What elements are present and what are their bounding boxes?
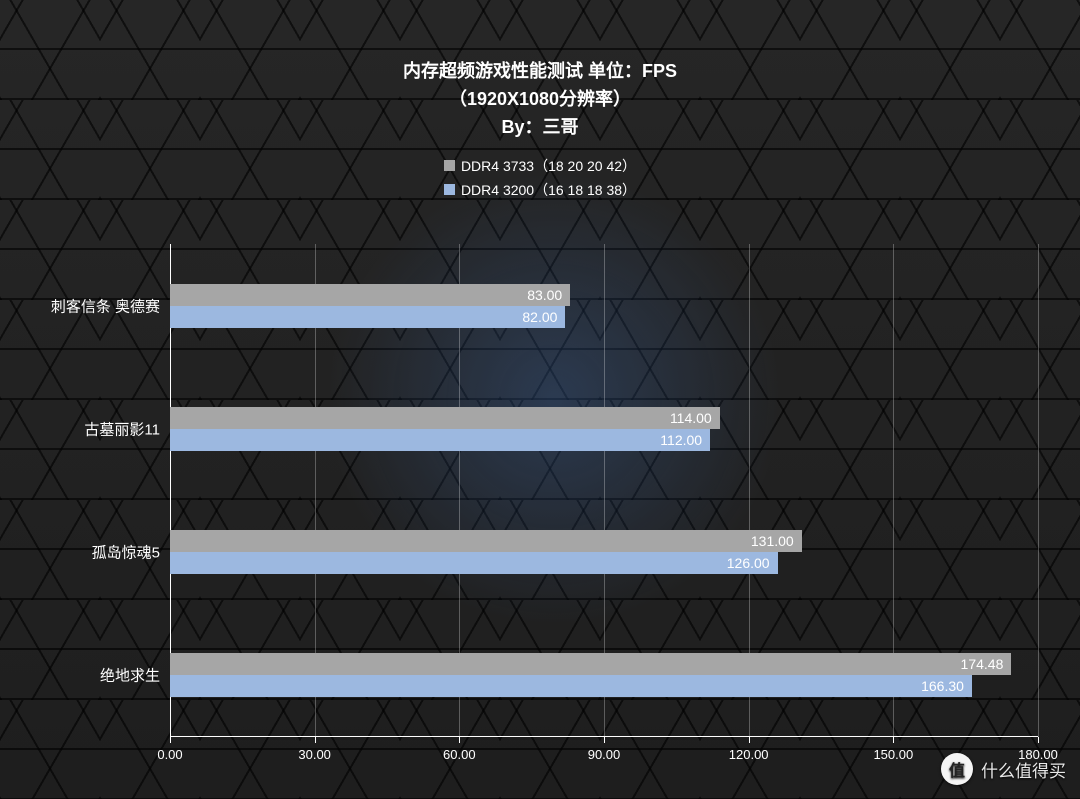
x-tick xyxy=(170,737,171,743)
category-group: 绝地求生174.48166.30 xyxy=(170,614,1038,737)
x-tick xyxy=(604,737,605,743)
legend-swatch-2 xyxy=(444,184,455,195)
category-label: 绝地求生 xyxy=(100,665,170,686)
category-label: 古墓丽影11 xyxy=(84,418,170,439)
legend-label-2: DDR4 3200（16 18 18 38） xyxy=(461,180,636,200)
x-tick-label: 90.00 xyxy=(588,747,621,762)
chart-title-line-2: （1920X1080分辨率） xyxy=(20,86,1060,114)
bar: 112.00 xyxy=(170,429,710,451)
x-tick xyxy=(749,737,750,743)
bar: 126.00 xyxy=(170,552,778,574)
watermark: 值 什么值得买 xyxy=(941,753,1066,785)
legend-label-1: DDR4 3733（18 20 20 42） xyxy=(461,156,636,176)
bars-container: 刺客信条 奥德赛83.0082.00古墓丽影11114.00112.00孤岛惊魂… xyxy=(170,244,1038,737)
chart-legend: DDR4 3733（18 20 20 42） DDR4 3200（16 18 1… xyxy=(20,156,1060,200)
x-tick xyxy=(893,737,894,743)
x-tick xyxy=(1038,737,1039,743)
bar: 131.00 xyxy=(170,530,802,552)
watermark-badge: 值 xyxy=(941,753,973,785)
gridline xyxy=(1038,244,1039,737)
category-label: 刺客信条 奥德赛 xyxy=(51,295,170,316)
chart-title-line-3: By：三哥 xyxy=(20,114,1060,142)
x-tick-label: 30.00 xyxy=(298,747,331,762)
bar: 82.00 xyxy=(170,306,565,328)
bar: 166.30 xyxy=(170,675,972,697)
bar: 83.00 xyxy=(170,284,570,306)
x-tick-label: 120.00 xyxy=(729,747,769,762)
x-tick xyxy=(315,737,316,743)
legend-item-1: DDR4 3733（18 20 20 42） xyxy=(444,156,636,176)
legend-swatch-1 xyxy=(444,160,455,171)
chart-title-block: 内存超频游戏性能测试 单位：FPS （1920X1080分辨率） By：三哥 xyxy=(20,58,1060,142)
bar: 114.00 xyxy=(170,407,720,429)
plot-area: 0.0030.0060.0090.00120.00150.00180.00 刺客… xyxy=(0,244,1080,799)
x-tick-label: 150.00 xyxy=(873,747,913,762)
category-group: 孤岛惊魂5131.00126.00 xyxy=(170,491,1038,614)
x-tick xyxy=(459,737,460,743)
x-tick-label: 60.00 xyxy=(443,747,476,762)
x-tick-label: 0.00 xyxy=(157,747,182,762)
bar: 174.48 xyxy=(170,653,1011,675)
watermark-text: 什么值得买 xyxy=(981,757,1066,782)
category-group: 刺客信条 奥德赛83.0082.00 xyxy=(170,244,1038,367)
chart-container: 内存超频游戏性能测试 单位：FPS （1920X1080分辨率） By：三哥 D… xyxy=(0,0,1080,799)
category-group: 古墓丽影11114.00112.00 xyxy=(170,367,1038,490)
chart-title-line-1: 内存超频游戏性能测试 单位：FPS xyxy=(20,58,1060,86)
category-label: 孤岛惊魂5 xyxy=(92,542,170,563)
legend-item-2: DDR4 3200（16 18 18 38） xyxy=(444,180,636,200)
